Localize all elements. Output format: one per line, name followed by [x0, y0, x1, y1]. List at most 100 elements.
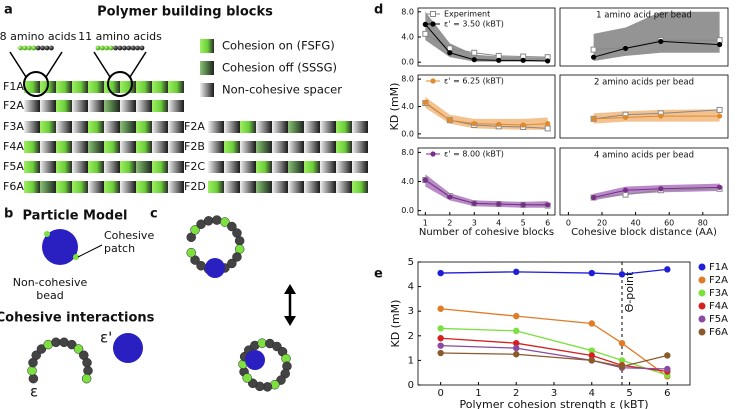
- block: [224, 161, 240, 173]
- marker: [513, 327, 520, 335]
- marker: [471, 49, 478, 56]
- row-label: F2D: [184, 180, 206, 193]
- marker: [588, 357, 595, 364]
- marker: [618, 339, 626, 347]
- block: [304, 181, 320, 193]
- block: [72, 100, 88, 112]
- bead: [190, 255, 200, 265]
- x-tick-label: 40: [631, 219, 641, 228]
- patch: [73, 254, 79, 260]
- legend-marker: [698, 276, 706, 284]
- block: [72, 121, 88, 133]
- block: [224, 141, 240, 153]
- bead-label: Non-cohesive: [13, 276, 88, 289]
- block: [352, 121, 368, 133]
- y-tick-label: 4.0: [401, 177, 414, 186]
- block: [40, 161, 56, 173]
- panel-label: a: [4, 3, 13, 18]
- bead: [51, 337, 61, 348]
- legend-label: F4A: [709, 301, 728, 312]
- block: [120, 81, 136, 93]
- block: [352, 141, 368, 153]
- bead: [108, 45, 114, 51]
- bead: [126, 45, 132, 51]
- x-tick-label: 80: [698, 219, 708, 228]
- block: [304, 161, 320, 173]
- marker: [618, 363, 626, 370]
- block: [88, 141, 104, 153]
- bead: [113, 45, 118, 51]
- block: [40, 141, 56, 153]
- block: [56, 161, 72, 173]
- block: [352, 161, 368, 173]
- bead: [82, 357, 92, 368]
- legend-marker: [430, 11, 436, 17]
- x-tick-label: 2: [513, 388, 519, 399]
- series-line: [593, 188, 720, 199]
- block: [72, 161, 88, 173]
- legend-label: Cohesion on (FSFG): [222, 39, 335, 53]
- block: [136, 181, 152, 193]
- annotation: 1 amino acid per bead: [596, 11, 692, 21]
- marker: [588, 347, 595, 354]
- x-tick-label: 4: [496, 219, 501, 228]
- annotation: Θ-point: [623, 271, 636, 312]
- legend-label: F3A: [709, 288, 728, 299]
- marker: [495, 52, 502, 59]
- block: [288, 121, 304, 133]
- block: [256, 181, 272, 193]
- block: [40, 121, 56, 133]
- block: [136, 121, 152, 133]
- legend-marker: [430, 151, 436, 157]
- x-tick-label: 1: [475, 388, 481, 399]
- marker: [496, 121, 502, 127]
- block: [168, 181, 184, 193]
- legend-marker: [698, 328, 706, 336]
- block: [104, 141, 120, 153]
- bead: [220, 217, 230, 227]
- block: [24, 141, 40, 153]
- legend-swatch: [200, 39, 214, 53]
- block: [224, 121, 240, 133]
- y-tick-label: 3: [408, 306, 414, 317]
- marker: [447, 50, 453, 56]
- marker: [588, 320, 595, 327]
- particle: [113, 333, 143, 363]
- zoom-label: 8 amino acids: [0, 30, 77, 43]
- marker: [513, 268, 520, 276]
- marker: [658, 38, 664, 45]
- marker: [513, 312, 520, 320]
- zoom-line: [93, 51, 111, 78]
- row-label: F1A: [3, 80, 24, 93]
- block: [336, 141, 352, 153]
- y-tick-label: 0.0: [401, 129, 414, 138]
- block: [104, 121, 120, 133]
- block: [208, 141, 224, 153]
- series-line: [425, 101, 548, 126]
- x-axis-label: Number of cohesive blocks: [419, 227, 554, 238]
- block: [24, 100, 40, 112]
- zoom-label: 11 amino acids: [78, 30, 162, 43]
- pointer: [77, 244, 103, 258]
- block: [152, 100, 168, 112]
- y-tick-label: 1: [408, 355, 414, 366]
- block: [104, 181, 120, 193]
- marker: [437, 335, 444, 342]
- y-tick-label: 8.0: [401, 75, 414, 84]
- block: [352, 181, 368, 193]
- marker: [520, 57, 526, 63]
- legend-swatch: [200, 83, 214, 97]
- x-tick-label: 5: [521, 219, 526, 228]
- marker: [591, 54, 597, 60]
- block: [168, 141, 184, 153]
- block: [288, 141, 304, 153]
- x-tick-label: 5: [626, 388, 632, 399]
- block: [120, 181, 136, 193]
- plot-frame: [559, 147, 729, 216]
- block: [72, 141, 88, 153]
- block: [88, 100, 104, 112]
- y-tick-label: 8.0: [401, 7, 414, 16]
- plot-frame: [559, 7, 729, 67]
- block: [56, 181, 72, 193]
